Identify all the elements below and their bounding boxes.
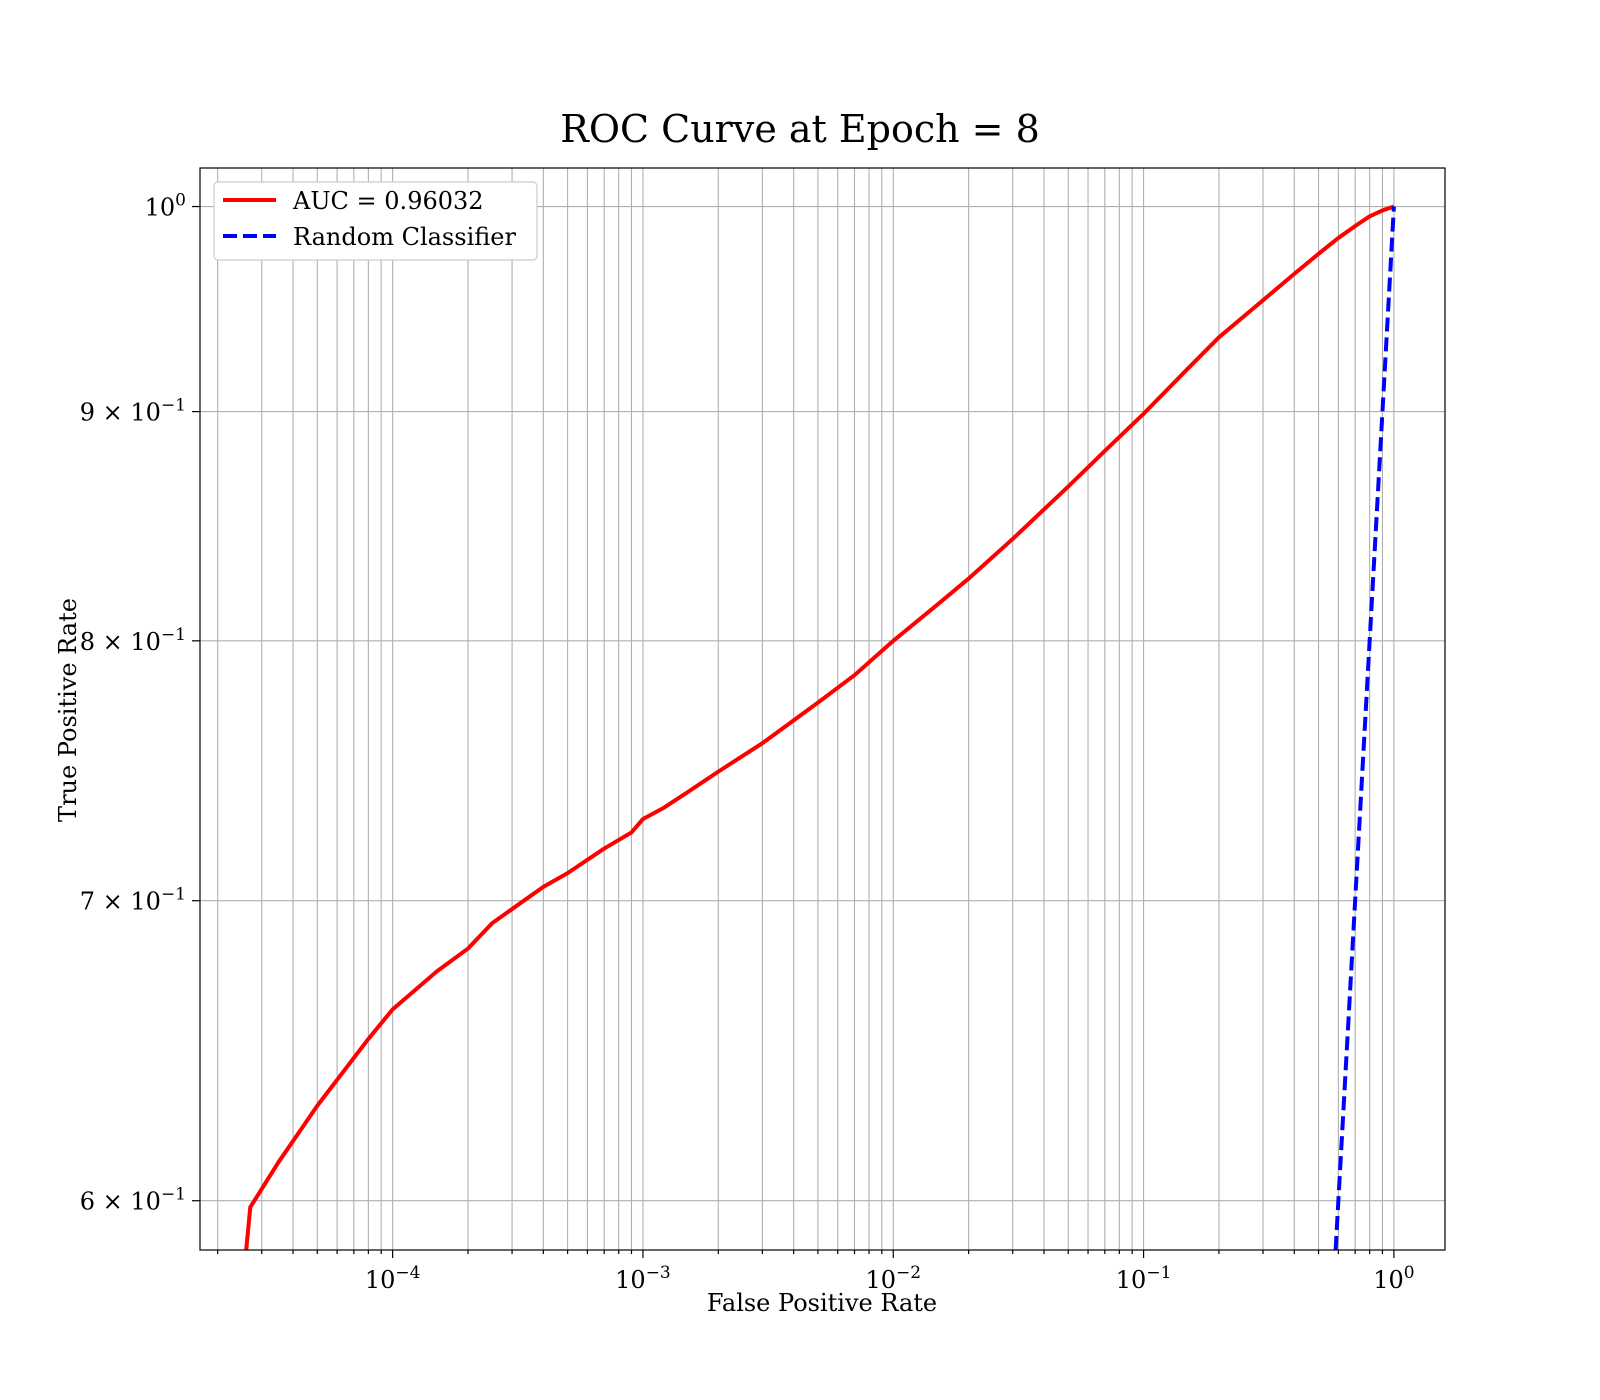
legend-label-auc: AUC = 0.96032 (292, 187, 484, 215)
plot-frame (199, 167, 1446, 1251)
x-tick-exponent: −3 (646, 1263, 671, 1283)
x-tick-exponent: 0 (1404, 1263, 1415, 1283)
chart-title: ROC Curve at Epoch = 8 (560, 107, 1040, 151)
y-tick-base: 10 (145, 194, 176, 222)
y-tick-exponent: −1 (161, 625, 186, 645)
y-tick-base: 9 × 10 (80, 399, 161, 427)
grid-lines (200, 168, 1445, 1250)
y-tick-label: 9 × 10−1 (80, 396, 186, 427)
x-tick-label: 10−1 (1116, 1263, 1172, 1294)
x-tick-base: 10 (865, 1266, 896, 1294)
y-tick-exponent: −1 (161, 396, 186, 416)
y-tick-base: 6 × 10 (80, 1188, 161, 1216)
y-tick-exponent: 0 (175, 191, 186, 211)
y-tick-label: 7 × 10−1 (80, 885, 186, 916)
x-tick-base: 10 (365, 1266, 396, 1294)
legend-label-random: Random Classifier (293, 223, 516, 251)
legend: AUC = 0.96032 Random Classifier (213, 181, 538, 261)
y-tick-base: 8 × 10 (80, 628, 161, 656)
legend-box (213, 181, 538, 261)
x-tick-label: 10−2 (865, 1263, 921, 1294)
y-tick-label: 8 × 10−1 (80, 625, 186, 656)
x-tick-label: 10−4 (365, 1263, 421, 1294)
y-tick-label: 6 × 10−1 (80, 1185, 186, 1216)
x-tick-base: 10 (615, 1266, 646, 1294)
y-tick-exponent: −1 (161, 1185, 186, 1205)
x-tick-exponent: −1 (1146, 1263, 1171, 1283)
x-tick-exponent: −4 (395, 1263, 420, 1283)
y-axis-label: True Positive Rate (54, 598, 82, 822)
series-layer (244, 204, 1396, 1250)
y-tick-exponent: −1 (161, 885, 186, 905)
x-axis-label: False Positive Rate (707, 1289, 937, 1317)
x-tick-label: 100 (1373, 1263, 1414, 1294)
x-tick-base: 10 (1373, 1266, 1404, 1294)
y-tick-label: 100 (145, 191, 186, 222)
roc-curve-line (244, 204, 1395, 1250)
x-tick-label: 10−3 (615, 1263, 671, 1294)
x-tick-exponent: −2 (896, 1263, 921, 1283)
y-tick-base: 7 × 10 (80, 888, 161, 916)
x-tick-base: 10 (1116, 1266, 1147, 1294)
random-classifier-line (1333, 206, 1396, 1250)
